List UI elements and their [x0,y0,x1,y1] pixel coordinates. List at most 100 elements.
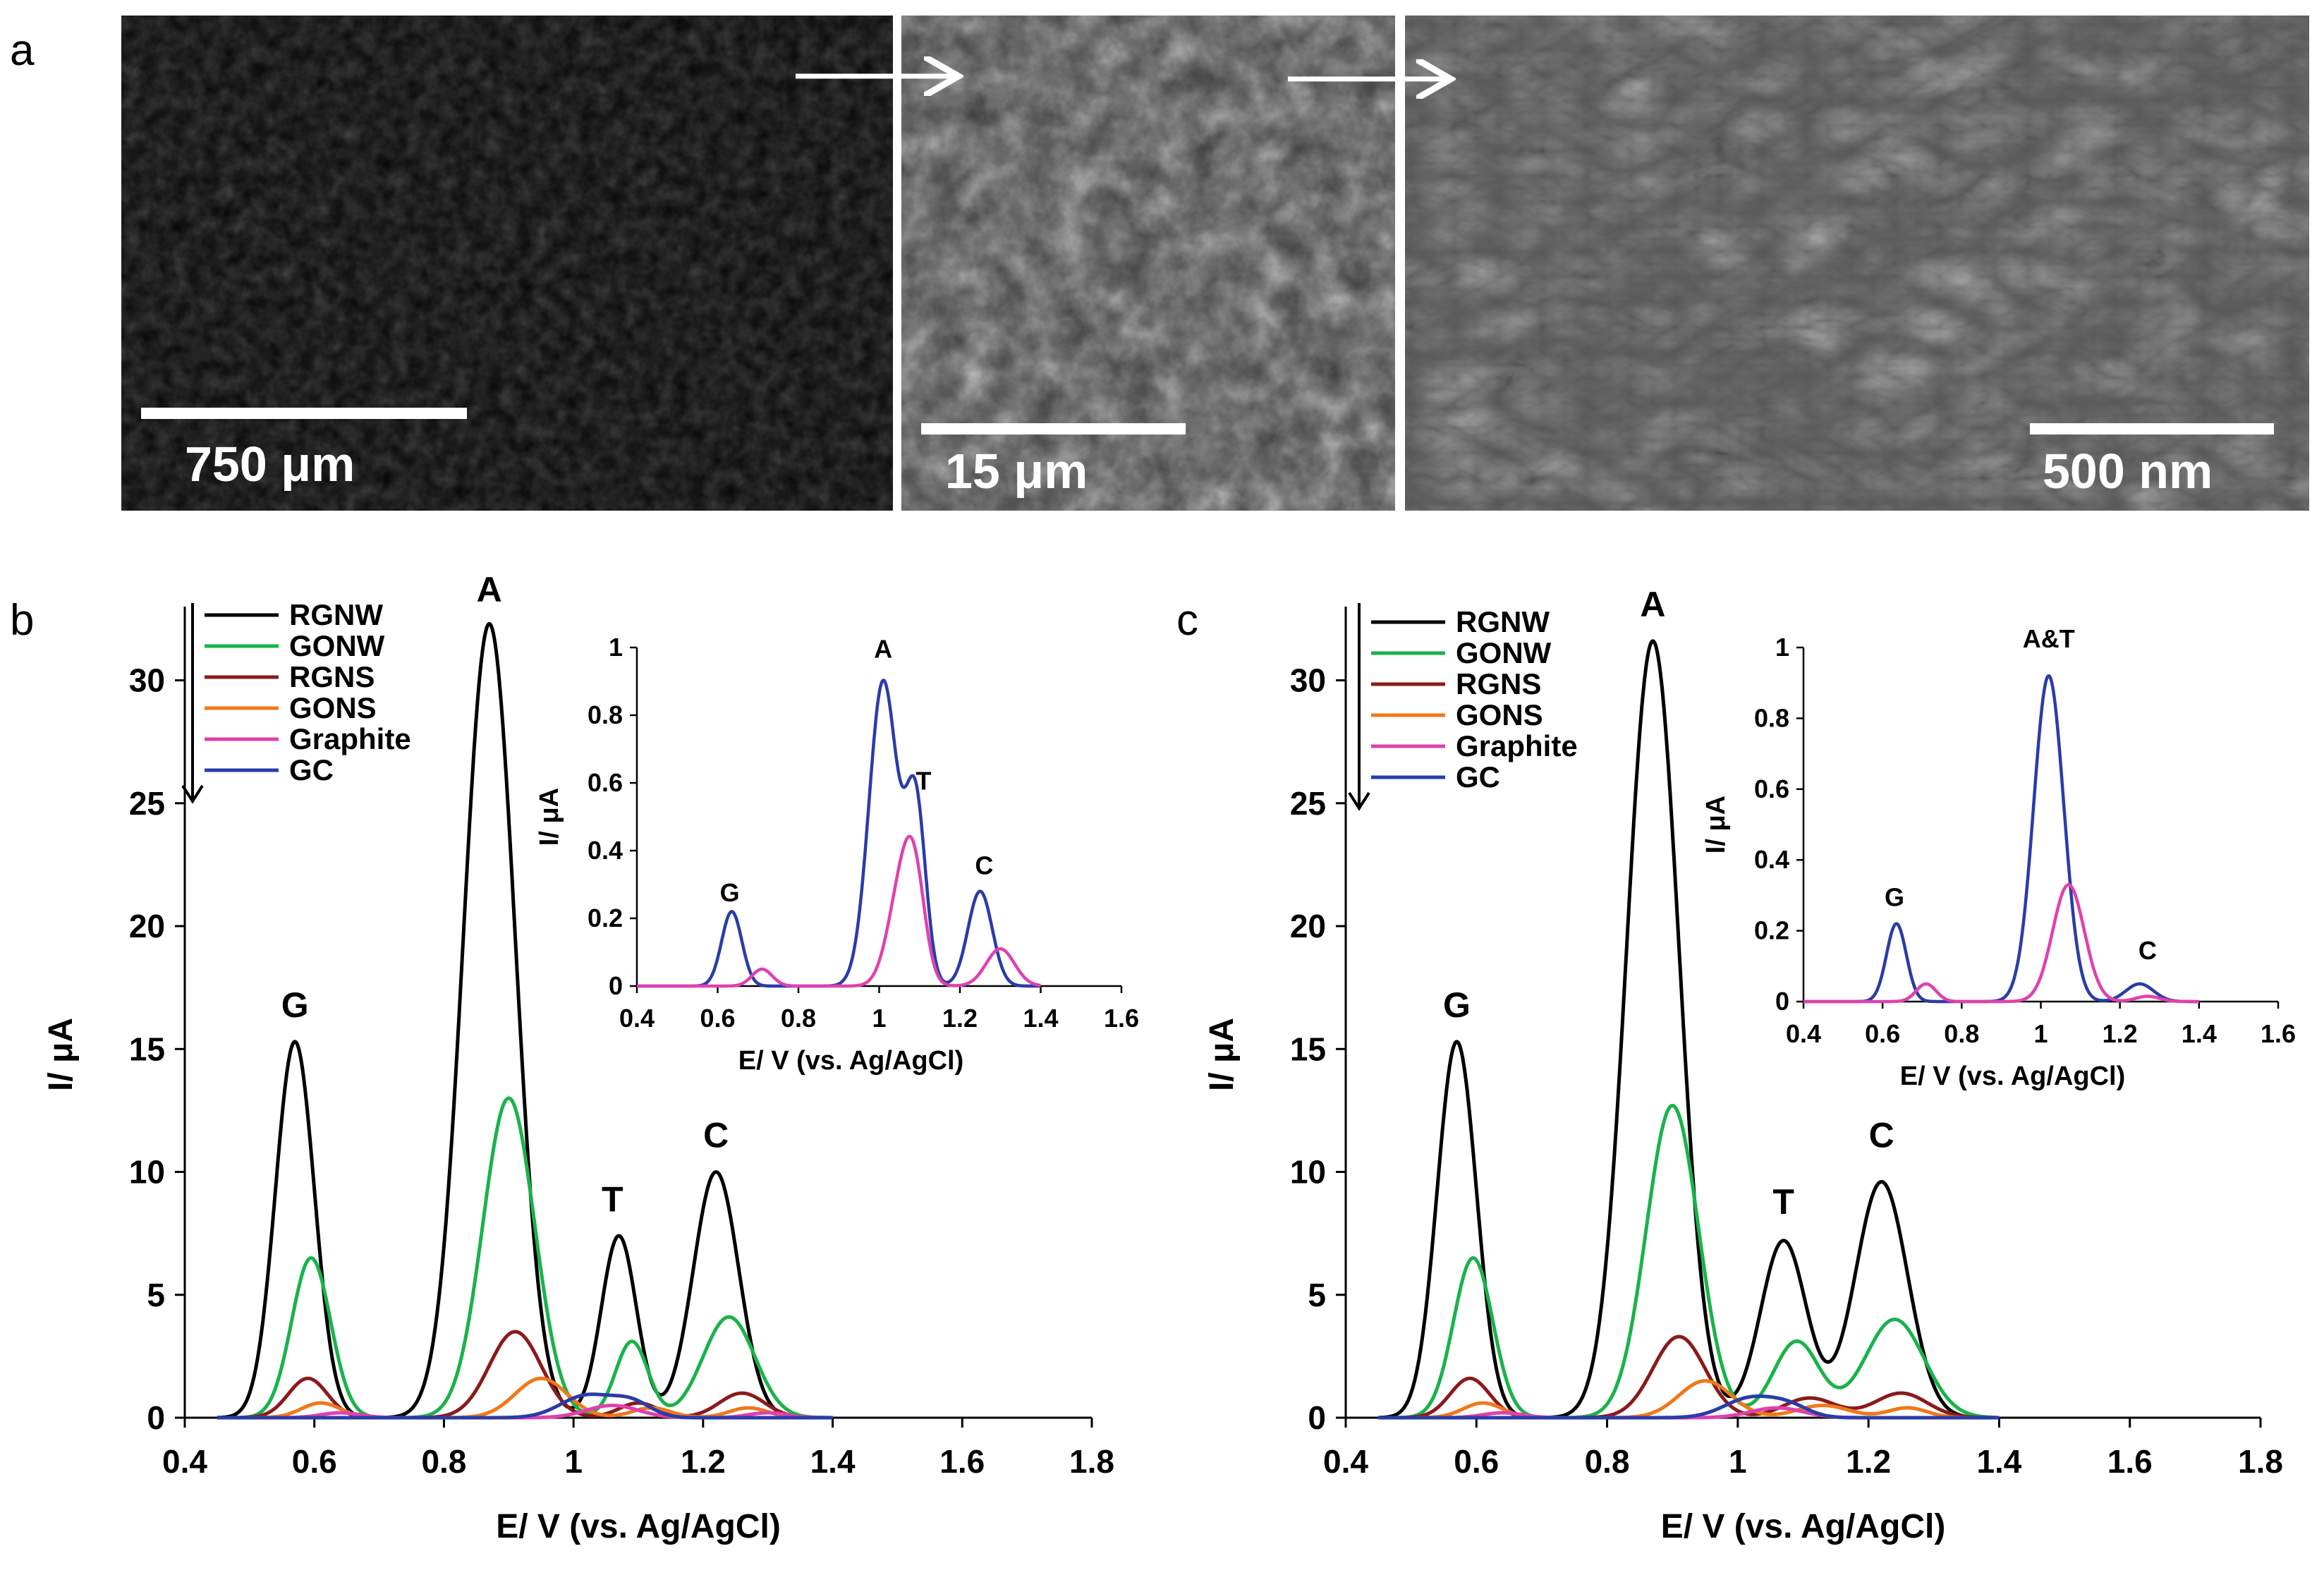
peak-label-g: G [1443,985,1471,1025]
scale-label-1: 750 μm [185,437,355,492]
y-tick-label: 0 [147,1399,165,1436]
x-tick-label: 0.4 [1323,1443,1368,1480]
inset-y-tick-label: 1 [609,633,623,662]
legend-label-rgnw: RGNW [1456,605,1550,638]
inset-x-tick-label: 1 [872,1004,886,1033]
panel-b-label: b [10,596,34,645]
x-axis-title: E/ V (vs. Ag/AgCl) [1661,1508,1946,1545]
y-tick-label: 20 [129,908,165,944]
inset-peak-label-g: G [720,878,740,907]
inset-y-tick-label: 0 [609,971,623,1000]
inset-x-tick-label: 0.4 [1786,1019,1821,1048]
inset-x-tick-label: 0.6 [1865,1019,1900,1048]
series-rgnw-line [216,622,834,1420]
inset-x-tick-label: 1.4 [1023,1004,1058,1033]
inset-y-tick-label: 0.2 [1754,916,1789,945]
legend-label-graphite: Graphite [289,722,411,755]
y-axis-title: I/ μA [42,1018,80,1091]
inset-peak-label-aandt: A&T [2023,624,2075,653]
x-tick-label: 1 [1729,1443,1747,1480]
inset-x-tick-label: 0.8 [1944,1019,1979,1048]
series-gons-line [1377,1379,2000,1420]
sem-image-2: 15 μm [901,16,1395,511]
sem-image-3: 500 nm [1405,16,2309,511]
peak-label-g: G [281,985,309,1025]
inset-x-axis-title: E/ V (vs. Ag/AgCl) [738,1046,964,1076]
legend-label-rgns: RGNS [289,660,375,693]
inset-peak-label-c: C [2139,936,2157,965]
series-gc-line [216,1392,834,1420]
inset-series-graphite-line [635,834,1042,988]
y-tick-label: 25 [1290,785,1326,822]
inset-y-tick-label: 0.6 [1754,774,1789,803]
legend-label-rgns: RGNS [1456,667,1541,700]
x-tick-label: 1.6 [2107,1443,2153,1480]
inset-peak-label-c: C [975,851,993,880]
x-tick-label: 1.4 [1976,1443,2021,1480]
inset-x-tick-label: 1.4 [2182,1019,2217,1048]
legend-label-gons: GONS [289,691,377,724]
series-gonw-line [1377,1104,2000,1420]
y-tick-label: 10 [129,1154,165,1191]
scale-bar-3 [2030,423,2274,434]
peak-label-t: T [602,1179,623,1219]
inset-y-tick-label: 1 [1775,633,1789,662]
x-tick-label: 1.8 [1069,1443,1114,1480]
inset-x-axis-title: E/ V (vs. Ag/AgCl) [1900,1062,2126,1091]
inset-peak-label-g: G [1885,882,1904,911]
x-tick-label: 1 [564,1443,583,1480]
series-rgns-line [1377,1334,2000,1420]
inset-x-tick-label: 1.6 [1104,1004,1139,1033]
inset-x-tick-label: 1 [2033,1019,2048,1048]
inset-y-tick-label: 0.8 [1754,703,1789,732]
y-tick-label: 10 [1290,1154,1326,1191]
inset-x-tick-label: 0.4 [619,1004,655,1033]
scale-bar-1 [141,408,467,419]
inset-peak-label-a: A [874,634,892,663]
x-tick-label: 0.8 [1585,1443,1630,1480]
inset-x-tick-label: 0.8 [781,1004,816,1033]
peak-label-a: A [477,570,502,609]
inset-y-tick-label: 0.2 [588,904,623,932]
x-tick-label: 1.2 [681,1443,726,1480]
sem-image-1: 750 μm [121,16,893,511]
legend-label-gc: GC [1456,760,1500,793]
y-tick-label: 25 [129,785,165,822]
series-rgns-line [216,1330,834,1420]
inset-x-tick-label: 1.6 [2261,1019,2296,1048]
x-tick-label: 1.6 [939,1443,985,1480]
inset-series-graphite-line [1802,883,2201,1004]
panel-c-label: c [1176,596,1198,645]
peak-label-a: A [1640,585,1665,624]
y-tick-label: 0 [1308,1399,1326,1436]
scale-label-2: 15 μm [945,444,1088,499]
inset-y-tick-label: 0.4 [588,836,623,865]
inset-series-gc-line [1802,674,2201,1004]
peak-label-c: C [703,1116,729,1155]
y-tick-label: 15 [1290,1030,1326,1067]
y-tick-label: 15 [129,1030,165,1067]
y-axis-title: I/ μA [1203,1018,1241,1091]
inset-y-tick-label: 0 [1775,987,1789,1016]
inset-x-tick-label: 1.2 [942,1004,978,1033]
scale-bar-2 [921,423,1186,434]
peak-label-c: C [1869,1116,1894,1155]
legend-arrow-head [1348,791,1370,811]
series-gons-line [216,1376,834,1420]
y-tick-label: 30 [1290,662,1326,699]
legend-label-gons: GONS [1456,698,1543,731]
x-tick-label: 0.8 [421,1443,466,1480]
series-gonw-line [216,1096,834,1420]
y-tick-label: 20 [1290,908,1326,944]
legend-arrow-head [181,784,204,804]
inset-x-tick-label: 0.6 [700,1004,735,1033]
legend-label-gonw: GONW [289,629,385,662]
series-gc-line [1377,1394,2000,1420]
legend-label-graphite: Graphite [1456,729,1578,762]
inset-chart: 0 0.2 0.4 0.6 0.8 1 0.4 0.6 0.8 1 1.2 1.4 1.6 E/ V (v… [535,633,1139,1076]
